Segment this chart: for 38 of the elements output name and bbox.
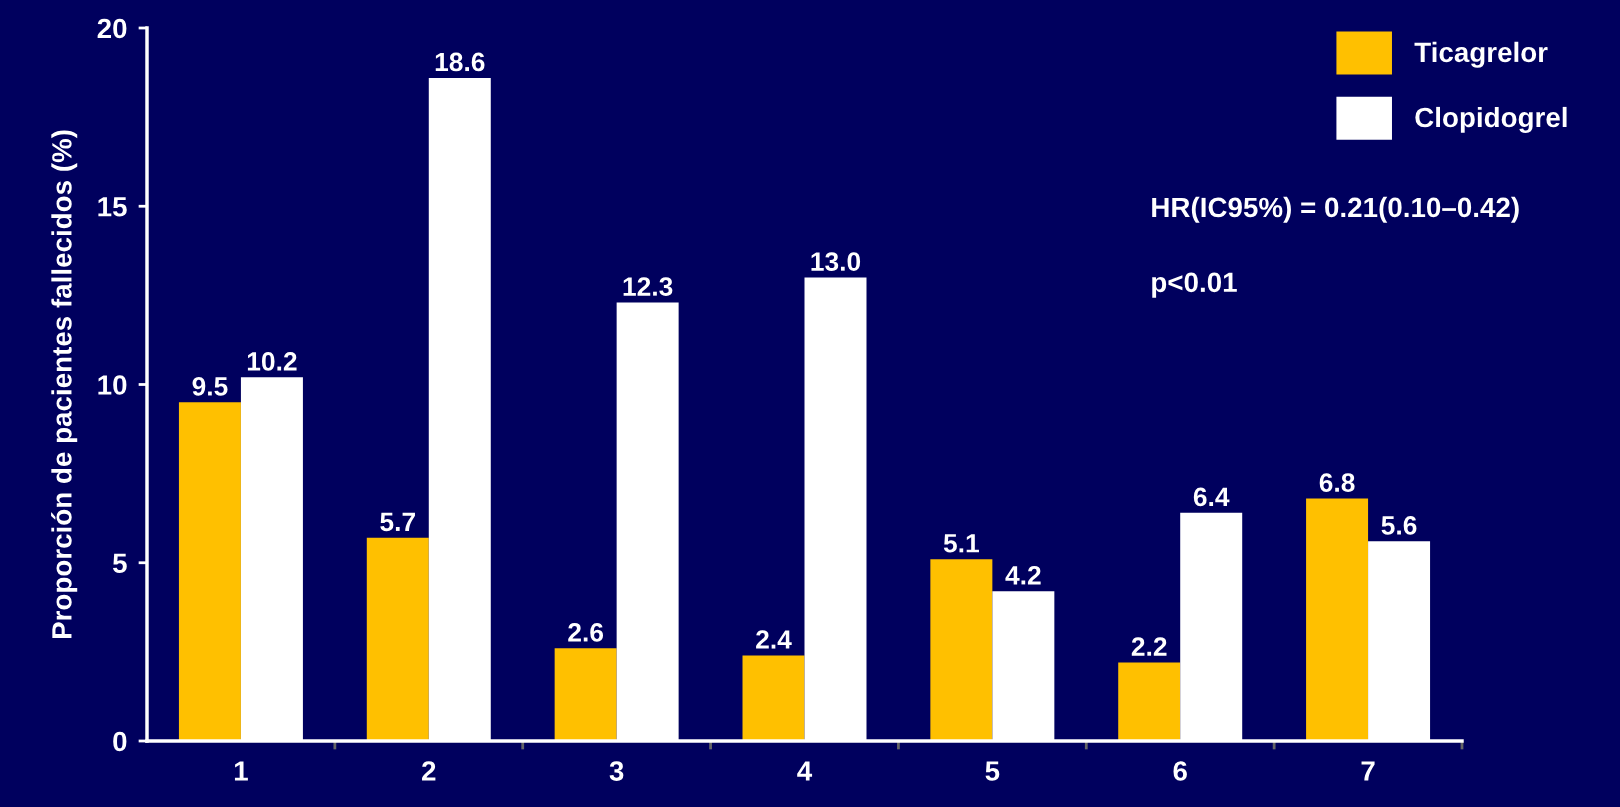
text: 12.3 [623,277,673,296]
annotation: p<0.01 [1152,272,1237,298]
x-tick-label: 2 [422,761,436,781]
x-tick-label: 1 [234,761,248,781]
text: 4.2 [1005,565,1041,585]
bar [554,648,617,741]
annotation: HR(IC95%) = 0.21(0.10–0.42) [1152,196,1519,223]
y-tick-label: 20 [97,18,127,39]
bar [1118,662,1181,741]
legend-label: Clopidogrel [1415,106,1567,133]
text: 2.4 [756,630,792,649]
bar [366,537,429,741]
y-tick-label: 15 [98,197,127,217]
text: 6.8 [1319,473,1355,492]
y-tick-label: 5 [112,553,127,574]
bar [742,655,805,741]
x-tick-label: 4 [797,761,813,781]
x-tick-label: 3 [609,761,624,781]
text: 2.2 [1131,637,1167,656]
text: 2.6 [568,623,604,642]
text: 13.0 [811,252,861,271]
x-tick-label: 6 [1173,761,1187,781]
x-tick-label: 7 [1361,761,1375,781]
y-axis-title: Proporción de pacientes fallecidos (%) [51,130,78,639]
text: 5.6 [1381,516,1417,535]
legend-label: Ticagrelor [1414,41,1548,68]
y-tick-label: 0 [113,731,127,752]
bar [178,402,241,741]
text: 6.4 [1193,487,1230,507]
text: 10.2 [247,352,297,371]
bar [1306,498,1369,741]
text: 9.5 [192,377,228,396]
text: 5.1 [943,534,979,553]
bar [930,559,993,741]
text: 18.6 [435,52,485,72]
x-tick-label: 5 [985,761,1000,781]
y-tick-label: 10 [98,375,127,395]
text: 5.7 [380,512,415,532]
